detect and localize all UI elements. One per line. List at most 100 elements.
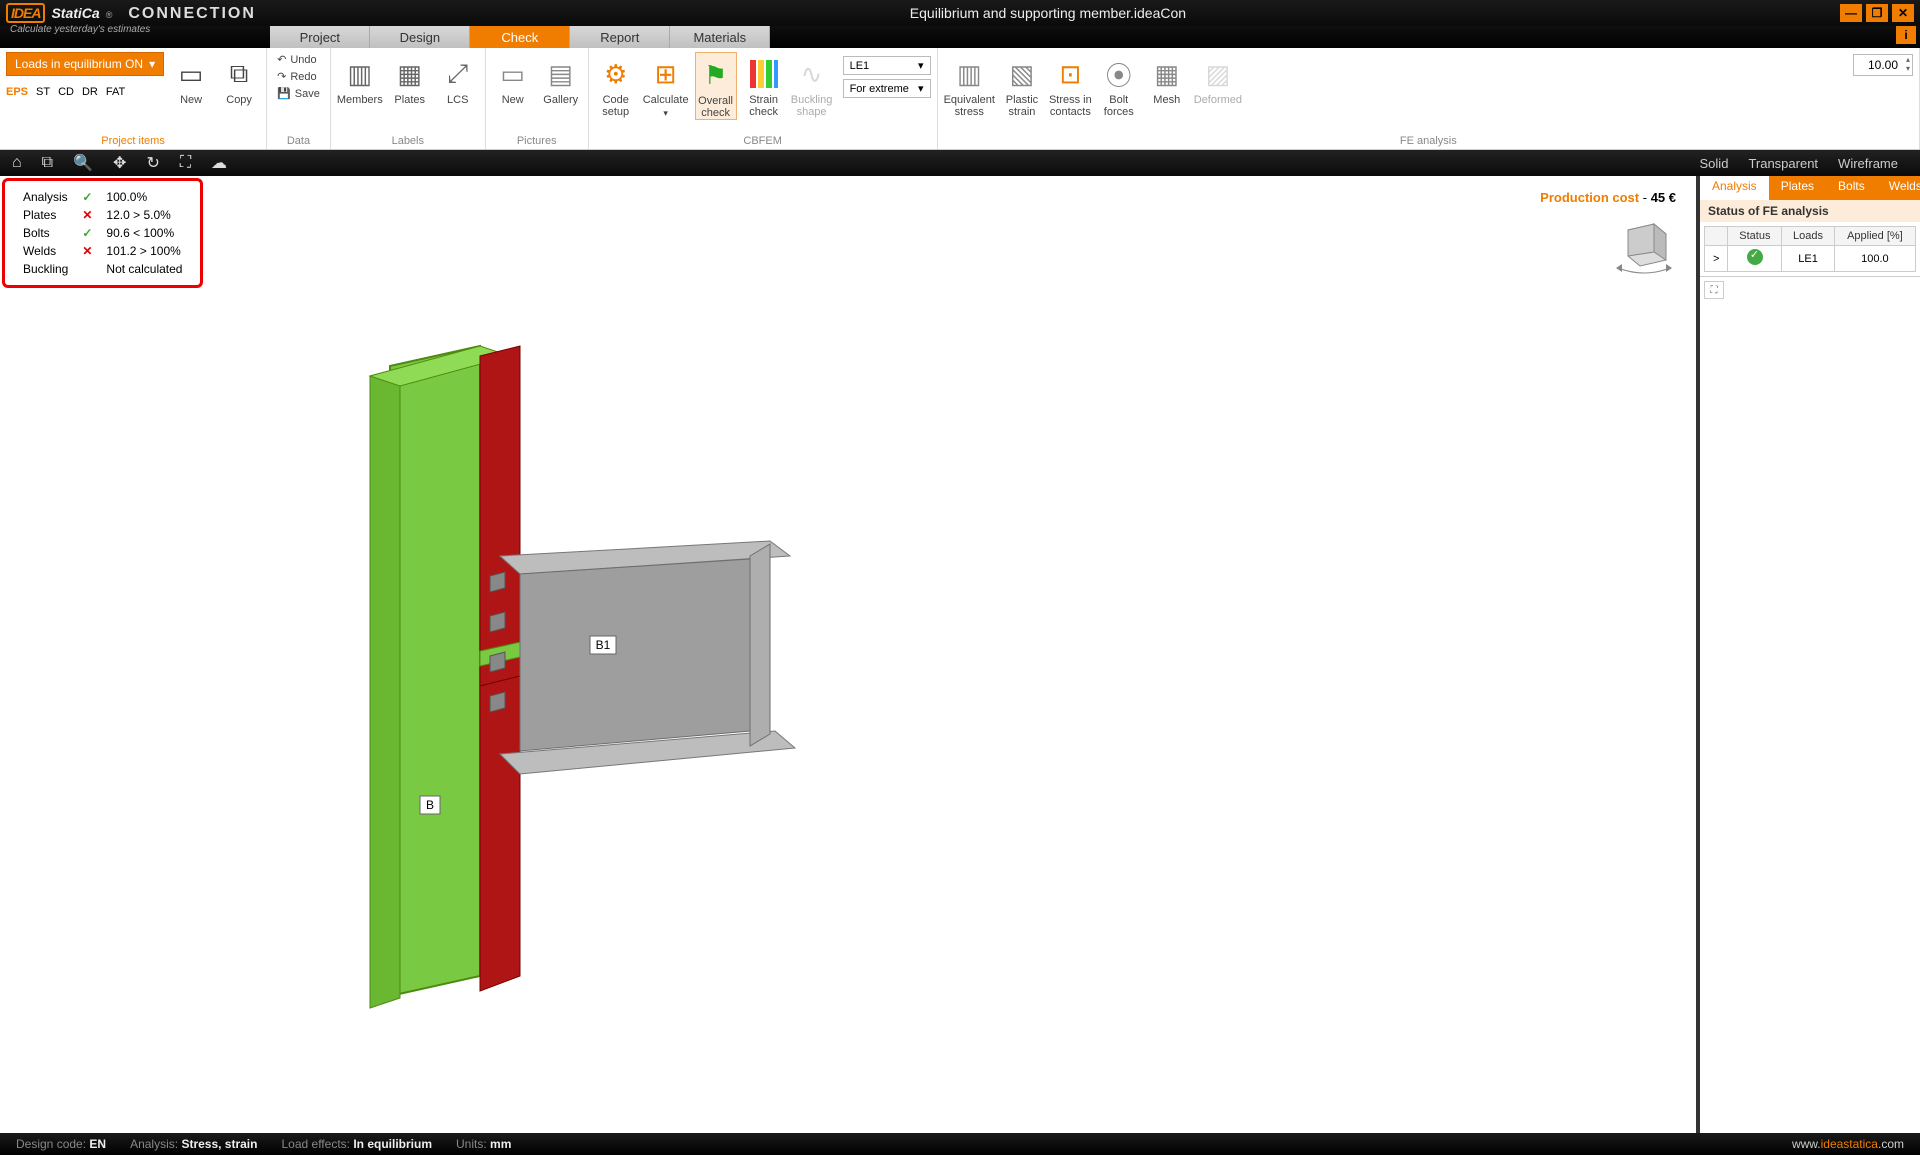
mesh-button[interactable]: ▦Mesh [1146,52,1188,106]
tab-materials[interactable]: Materials [670,26,770,48]
eps-option[interactable]: EPS [6,86,28,98]
plates-button[interactable]: ▦ Plates [389,52,431,106]
redo-icon: ↷ [277,70,286,83]
save-button[interactable]: 💾Save [273,86,324,101]
buckling-label: Buckling shape [791,94,833,118]
main-tab-row: Calculate yesterday's estimates Project … [0,26,1920,48]
side-tab-plates[interactable]: Plates [1769,176,1826,200]
dr-option[interactable]: DR [82,86,98,98]
ribbon-group-cbfem: ⚙Code setup ⊞Calculate▾ ⚑Overall check S… [589,48,938,149]
results-name: Plates [17,207,74,223]
side-tab-bolts[interactable]: Bolts [1826,176,1877,200]
redo-button[interactable]: ↷ Redo [273,69,324,84]
tab-check[interactable]: Check [470,26,570,48]
side-tab-welds[interactable]: Welds [1877,176,1920,200]
viewmode-transparent[interactable]: Transparent [1748,156,1818,171]
loads-equilibrium-dropdown[interactable]: Loads in equilibrium ON▾ [6,52,164,76]
tab-design[interactable]: Design [370,26,470,48]
zoom-window-icon[interactable]: ⧉ [42,154,53,172]
members-button[interactable]: ▥Members [337,52,383,106]
copy-label: Copy [226,94,252,106]
cd-option[interactable]: CD [58,86,74,98]
chevron-down-icon: ▾ [663,108,668,119]
load-val: In equilibrium [353,1137,432,1151]
production-cost: Production cost - 45 € [1540,190,1676,205]
prodcost-value: 45 € [1651,190,1676,205]
code-setup-button[interactable]: ⚙Code setup [595,52,637,118]
nav-cube[interactable] [1608,212,1680,278]
overall-check-button[interactable]: ⚑Overall check [695,52,737,120]
copy-button[interactable]: ⧉Copy [218,52,260,106]
check-ok-icon: ✓ [76,189,98,205]
strain-check-button[interactable]: Strain check [743,52,785,118]
side-tabs: Analysis Plates Bolts Welds [1700,176,1920,200]
website-link[interactable]: www.ideastatica.com [1792,1137,1904,1151]
extreme-dropdown[interactable]: For extreme▾ [843,79,931,98]
eps-row: EPS ST CD DR FAT [6,86,164,98]
eq-stress-label: Equivalent stress [944,94,995,118]
scale-spinbox[interactable]: 10.00 [1853,54,1913,76]
chevron-down-icon: ▾ [918,82,924,95]
tab-report[interactable]: Report [570,26,670,48]
gallery-button[interactable]: ▤Gallery [540,52,582,106]
design-code-val: EN [89,1137,106,1151]
viewmode-wireframe[interactable]: Wireframe [1838,156,1898,171]
zoom-icon[interactable]: 🔍 [73,153,93,173]
new-button[interactable]: ▭New [170,52,212,106]
ribbon-group-labels: ▥Members ▦Plates ⤢LCS Labels [331,48,486,149]
results-name: Buckling [17,261,74,277]
units-key: Units: [456,1137,487,1151]
th-status: Status [1728,227,1782,246]
maximize-button[interactable]: ❐ [1866,4,1888,22]
plastic-strain-button[interactable]: ▧Plastic strain [1001,52,1043,118]
rotate-icon[interactable]: ↻ [146,153,159,173]
fe-row[interactable]: > LE1 100.0 [1705,246,1916,272]
plates-label: Plates [394,94,425,106]
expand-icon[interactable]: ⛶ [1704,281,1724,299]
code-setup-label: Code setup [602,94,629,118]
members-icon: ▥ [342,56,378,92]
st-option[interactable]: ST [36,86,50,98]
th-loads: Loads [1782,227,1835,246]
deformed-icon: ▨ [1200,56,1236,92]
stress-cont-label: Stress in contacts [1049,94,1092,118]
tab-project[interactable]: Project [270,26,370,48]
fat-option[interactable]: FAT [106,86,125,98]
info-button[interactable]: i [1896,26,1916,44]
deformed-button[interactable]: ▨Deformed [1194,52,1242,106]
lcs-button[interactable]: ⤢LCS [437,52,479,106]
results-val: Not calculated [100,261,188,277]
buckling-shape-button[interactable]: ∿Buckling shape [791,52,833,118]
main-area: Analysis✓100.0% Plates✕12.0 > 5.0% Bolts… [0,176,1920,1133]
chevron-down-icon: ▾ [149,57,155,71]
home-icon[interactable]: ⌂ [12,154,22,172]
row-load: LE1 [1782,246,1835,272]
results-val: 90.6 < 100% [100,225,188,241]
close-button[interactable]: ✕ [1892,4,1914,22]
viewmode-solid[interactable]: Solid [1700,156,1729,171]
cloud-icon[interactable]: ☁ [211,153,227,173]
ribbon-group-pictures: ▭New ▤Gallery Pictures [486,48,589,149]
side-tab-analysis[interactable]: Analysis [1700,176,1769,200]
undo-button[interactable]: ↶Undo [273,52,324,67]
eq-stress-button[interactable]: ▥Equivalent stress [944,52,995,118]
new-picture-button[interactable]: ▭New [492,52,534,106]
load-key: Load effects: [281,1137,350,1151]
pan-icon[interactable]: ✥ [113,153,126,173]
minimize-button[interactable]: — [1840,4,1862,22]
le-dropdown[interactable]: LE1▾ [843,56,931,75]
plates-icon: ▦ [392,56,428,92]
calculate-button[interactable]: ⊞Calculate▾ [643,52,689,119]
results-val: 101.2 > 100% [100,243,188,259]
redo-label: Redo [290,71,316,83]
stress-contacts-button[interactable]: ⊡Stress in contacts [1049,52,1092,118]
side-lower-panel: ⛶ [1700,276,1920,1133]
3d-viewport[interactable]: Analysis✓100.0% Plates✕12.0 > 5.0% Bolts… [0,176,1700,1133]
connection-model: B B1 [350,256,850,1006]
save-label: Save [295,88,320,100]
results-table: Analysis✓100.0% Plates✕12.0 > 5.0% Bolts… [15,187,190,279]
results-name: Analysis [17,189,74,205]
bolt-forces-button[interactable]: ⦿Bolt forces [1098,52,1140,118]
fit-icon[interactable]: ⛶ [180,154,191,172]
col-label: B [426,798,434,812]
